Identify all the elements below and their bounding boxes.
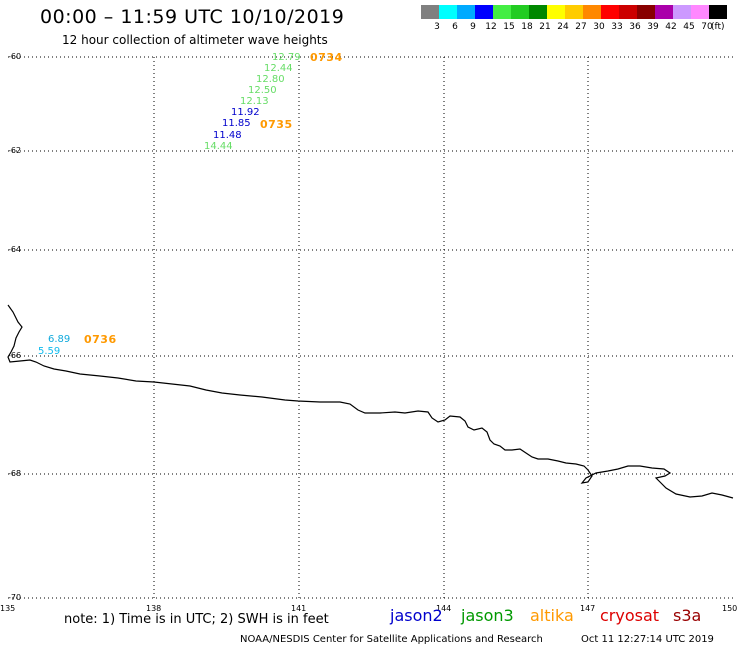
scale-swatch <box>565 5 583 19</box>
wave-height-value: 6.89 <box>48 334 71 345</box>
antarctic-coastline <box>7 304 734 499</box>
lat-label: -68 <box>8 469 22 478</box>
satellite-legend-altika: altika <box>530 606 574 625</box>
generation-timestamp: Oct 11 12:27:14 UTC 2019 <box>581 634 714 645</box>
lon-label: 138 <box>146 604 162 613</box>
lon-label: 147 <box>580 604 596 613</box>
scale-swatch <box>619 5 637 19</box>
wave-height-value: 12.50 <box>248 85 277 96</box>
scale-tick-label: 3 <box>434 22 440 32</box>
lat-label: -66 <box>8 351 22 360</box>
scale-unit-label: (ft) <box>711 22 725 32</box>
scale-tick-label: 42 <box>665 22 677 32</box>
scale-tick-label: 24 <box>557 22 569 32</box>
scale-tick-label: 6 <box>452 22 458 32</box>
lat-label: -64 <box>8 245 22 254</box>
satellite-legend-cryosat: cryosat <box>600 606 660 625</box>
wave-height-value: 12.80 <box>256 74 285 85</box>
lon-label: 135 <box>0 604 16 613</box>
scale-tick-label: 21 <box>539 22 551 32</box>
lat-label: -60 <box>8 52 22 61</box>
scale-swatch <box>583 5 601 19</box>
scale-swatch <box>601 5 619 19</box>
pass-time-label: 0735 <box>260 118 293 131</box>
map-title: 00:00 – 11:59 UTC 10/10/2019 <box>40 6 345 28</box>
scale-tick-label: 70 <box>701 22 713 32</box>
scale-tick-label: 33 <box>611 22 623 32</box>
lon-label: 150 <box>722 604 738 613</box>
scale-tick-label: 27 <box>575 22 587 32</box>
scale-swatch <box>691 5 709 19</box>
satellite-legend-jason2: jason2 <box>390 606 443 625</box>
pass-time-label: 0736 <box>84 333 117 346</box>
scale-tick-label: 39 <box>647 22 659 32</box>
wave-height-value: 12.79 <box>272 52 301 63</box>
scale-swatch <box>529 5 547 19</box>
scale-swatch <box>493 5 511 19</box>
pass-time-label: 0734 <box>310 51 343 64</box>
lat-label: -62 <box>8 146 22 155</box>
wave-height-value: 11.92 <box>231 107 260 118</box>
scale-swatch <box>637 5 655 19</box>
scale-tick-label: 36 <box>629 22 641 32</box>
satellite-legend-s3a: s3a <box>673 606 702 625</box>
scale-swatch <box>547 5 565 19</box>
scale-swatch <box>673 5 691 19</box>
wave-height-value: 5.59 <box>38 346 61 357</box>
wave-height-value: 12.44 <box>264 63 293 74</box>
lon-label: 141 <box>291 604 307 613</box>
wave-height-value: 12.13 <box>240 96 269 107</box>
scale-swatch <box>655 5 673 19</box>
scale-tick-label: 12 <box>485 22 497 32</box>
lon-label: 144 <box>436 604 452 613</box>
scale-swatch <box>511 5 529 19</box>
wave-height-value: 11.48 <box>213 130 242 141</box>
scale-swatch <box>421 5 439 19</box>
map-subtitle: 12 hour collection of altimeter wave hei… <box>62 33 328 47</box>
scale-swatch <box>475 5 493 19</box>
scale-tick-label: 45 <box>683 22 695 32</box>
satellite-legend-jason3: jason3 <box>461 606 514 625</box>
scale-tick-label: 30 <box>593 22 605 32</box>
lat-label: -70 <box>8 593 22 602</box>
scale-swatch <box>439 5 457 19</box>
wave-height-value: 11.85 <box>222 118 251 129</box>
scale-tick-label: 9 <box>470 22 476 32</box>
credit-line: NOAA/NESDIS Center for Satellite Applica… <box>240 634 543 645</box>
scale-tick-label: 15 <box>503 22 515 32</box>
scale-tick-label: 18 <box>521 22 533 32</box>
scale-swatch <box>457 5 475 19</box>
graticule <box>8 56 733 599</box>
footer-note: note: 1) Time is in UTC; 2) SWH is in fe… <box>64 612 329 627</box>
wave-height-value: 14.44 <box>204 141 233 152</box>
scale-swatch <box>709 5 727 19</box>
